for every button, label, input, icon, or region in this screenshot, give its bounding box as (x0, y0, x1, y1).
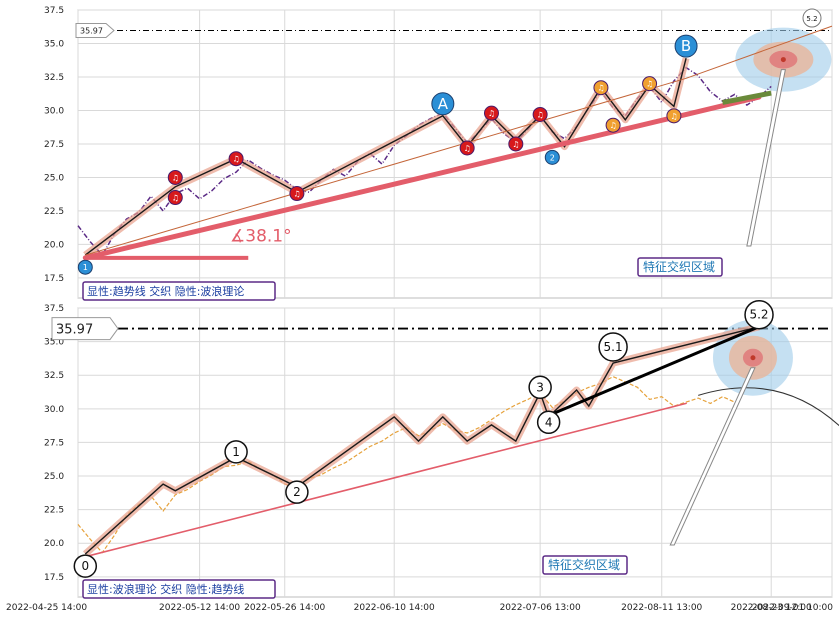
reference-value-label: 35.97 (56, 323, 93, 338)
bottom-panel: 37.5 35.0 32.5 30.0 27.5 25.0 22.5 20.0 17.5 35.9… (44, 301, 839, 598)
y-tick-label: 17.5 (44, 274, 64, 284)
y-tick-label: 22.5 (44, 506, 64, 516)
y-tick-label: 30.0 (44, 106, 64, 116)
region-label: 特征交织区域 (548, 557, 620, 572)
y-tick-label: 25.0 (44, 173, 64, 183)
y-tick-label: 30.0 (44, 405, 64, 415)
note-glyph: ♫ (597, 84, 604, 93)
note-glyph: ♫ (293, 190, 300, 199)
note-glyph: ♫ (610, 121, 617, 130)
wave-marker-label: B (681, 37, 691, 55)
note-glyph: ♫ (512, 140, 519, 149)
y-tick-label: 25.0 (44, 472, 64, 482)
note-glyph: ♫ (172, 194, 179, 203)
reference-value-label: 35.97 (80, 26, 103, 35)
note-glyph: ♫ (172, 173, 179, 182)
x-tick-label: 2022-05-12 14:00 (159, 603, 240, 613)
wave-marker-label: 2 (550, 153, 555, 162)
y-tick-label: 32.5 (44, 371, 64, 381)
y-tick-label: 20.0 (44, 240, 64, 250)
y-tick-label: 37.5 (44, 304, 64, 314)
y-tick-label: 32.5 (44, 73, 64, 83)
wave-marker-label: 4 (545, 415, 553, 429)
note-glyph: ♫ (537, 110, 544, 119)
note-text: 显性:波浪理论 交织 隐性:趋势线 (87, 582, 244, 596)
x-tick-label: 2022-08-11 13:00 (621, 603, 702, 613)
angle-label: ∡38.1° (230, 227, 292, 247)
wave-marker-label: 3 (536, 380, 544, 394)
y-tick-label: 27.5 (44, 140, 64, 150)
wave-marker-label: 1 (232, 445, 240, 459)
top-plot-area (78, 10, 832, 298)
note-glyph: ♫ (488, 109, 495, 118)
note-text: 显性:趋势线 交织 隐性:波浪理论 (87, 284, 244, 298)
x-tick-label: 2022-09-01 10:00 (752, 603, 833, 613)
y-tick-label: 17.5 (44, 573, 64, 583)
wave-marker-label: A (438, 95, 449, 113)
wave-marker-label: 5.2 (749, 308, 768, 322)
note-glyph: ♫ (646, 80, 653, 89)
x-tick-label: 2022-07-06 13:00 (500, 603, 581, 613)
x-tick-label: 2022-05-26 14:00 (244, 603, 325, 613)
note-glyph: ♫ (464, 144, 471, 153)
x-tick-label: 2022-06-10 14:00 (354, 603, 435, 613)
wave-marker-label: 0 (81, 559, 89, 573)
target-marker-label: 5.2 (806, 15, 817, 23)
y-tick-label: 27.5 (44, 438, 64, 448)
wave-marker-label: 1 (83, 263, 88, 272)
note-glyph: ♫ (670, 112, 677, 121)
note-glyph: ♫ (233, 155, 240, 164)
interaction-zone-center (750, 355, 755, 360)
interaction-zone-center (781, 57, 786, 62)
y-tick-label: 20.0 (44, 539, 64, 549)
wave-marker-label: 2 (293, 485, 301, 499)
y-tick-label: 37.5 (44, 6, 64, 16)
y-tick-label: 22.5 (44, 207, 64, 217)
wave-marker-label: 5.1 (604, 340, 623, 354)
top-panel: 37.5 35.0 32.5 30.0 27.5 25.0 22.5 20.0 17.5 35.9… (44, 6, 832, 300)
y-tick-label: 35.0 (44, 39, 64, 49)
region-label: 特征交织区域 (643, 259, 715, 274)
x-tick-label: 2022-04-25 14:00 (6, 603, 87, 613)
